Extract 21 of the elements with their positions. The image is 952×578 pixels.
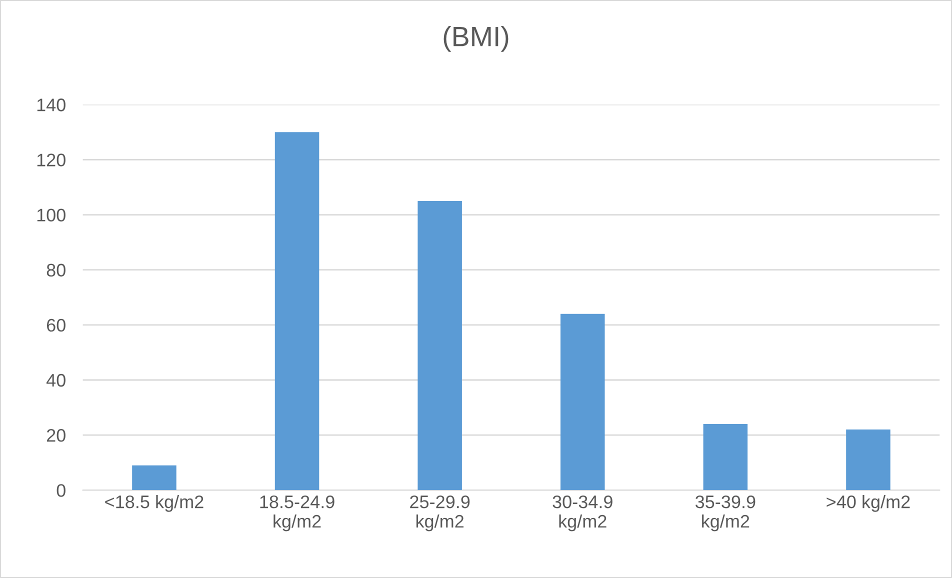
y-tick-label: 60 <box>46 318 66 332</box>
y-tick-label: 20 <box>46 429 66 442</box>
y-tick-label: 140 <box>37 98 66 112</box>
x-tick-label: >40 kg/m2 <box>826 495 910 512</box>
x-tick-label: <18.5 kg/m2 <box>105 495 204 512</box>
bar <box>418 201 462 490</box>
bar <box>846 430 890 490</box>
y-tick-label: 120 <box>37 154 66 166</box>
chart-title: (BMI) <box>444 26 508 52</box>
x-tick-label: 30-34.9 kg/m2 <box>552 495 612 532</box>
x-tick-label: 18.5-24.9 kg/m2 <box>260 495 334 532</box>
y-tick-label: 80 <box>46 264 66 277</box>
bar <box>560 314 605 490</box>
bar <box>703 424 748 490</box>
x-tick-label: 35-39.9 kg/m2 <box>695 495 756 532</box>
bar <box>132 465 176 490</box>
y-tick-label: 100 <box>37 208 66 222</box>
bar <box>274 132 320 490</box>
x-tick-label: 25-29.9 kg/m2 <box>410 495 470 532</box>
y-tick-label: 40 <box>46 374 66 387</box>
y-tick-label: 0 <box>56 484 66 497</box>
